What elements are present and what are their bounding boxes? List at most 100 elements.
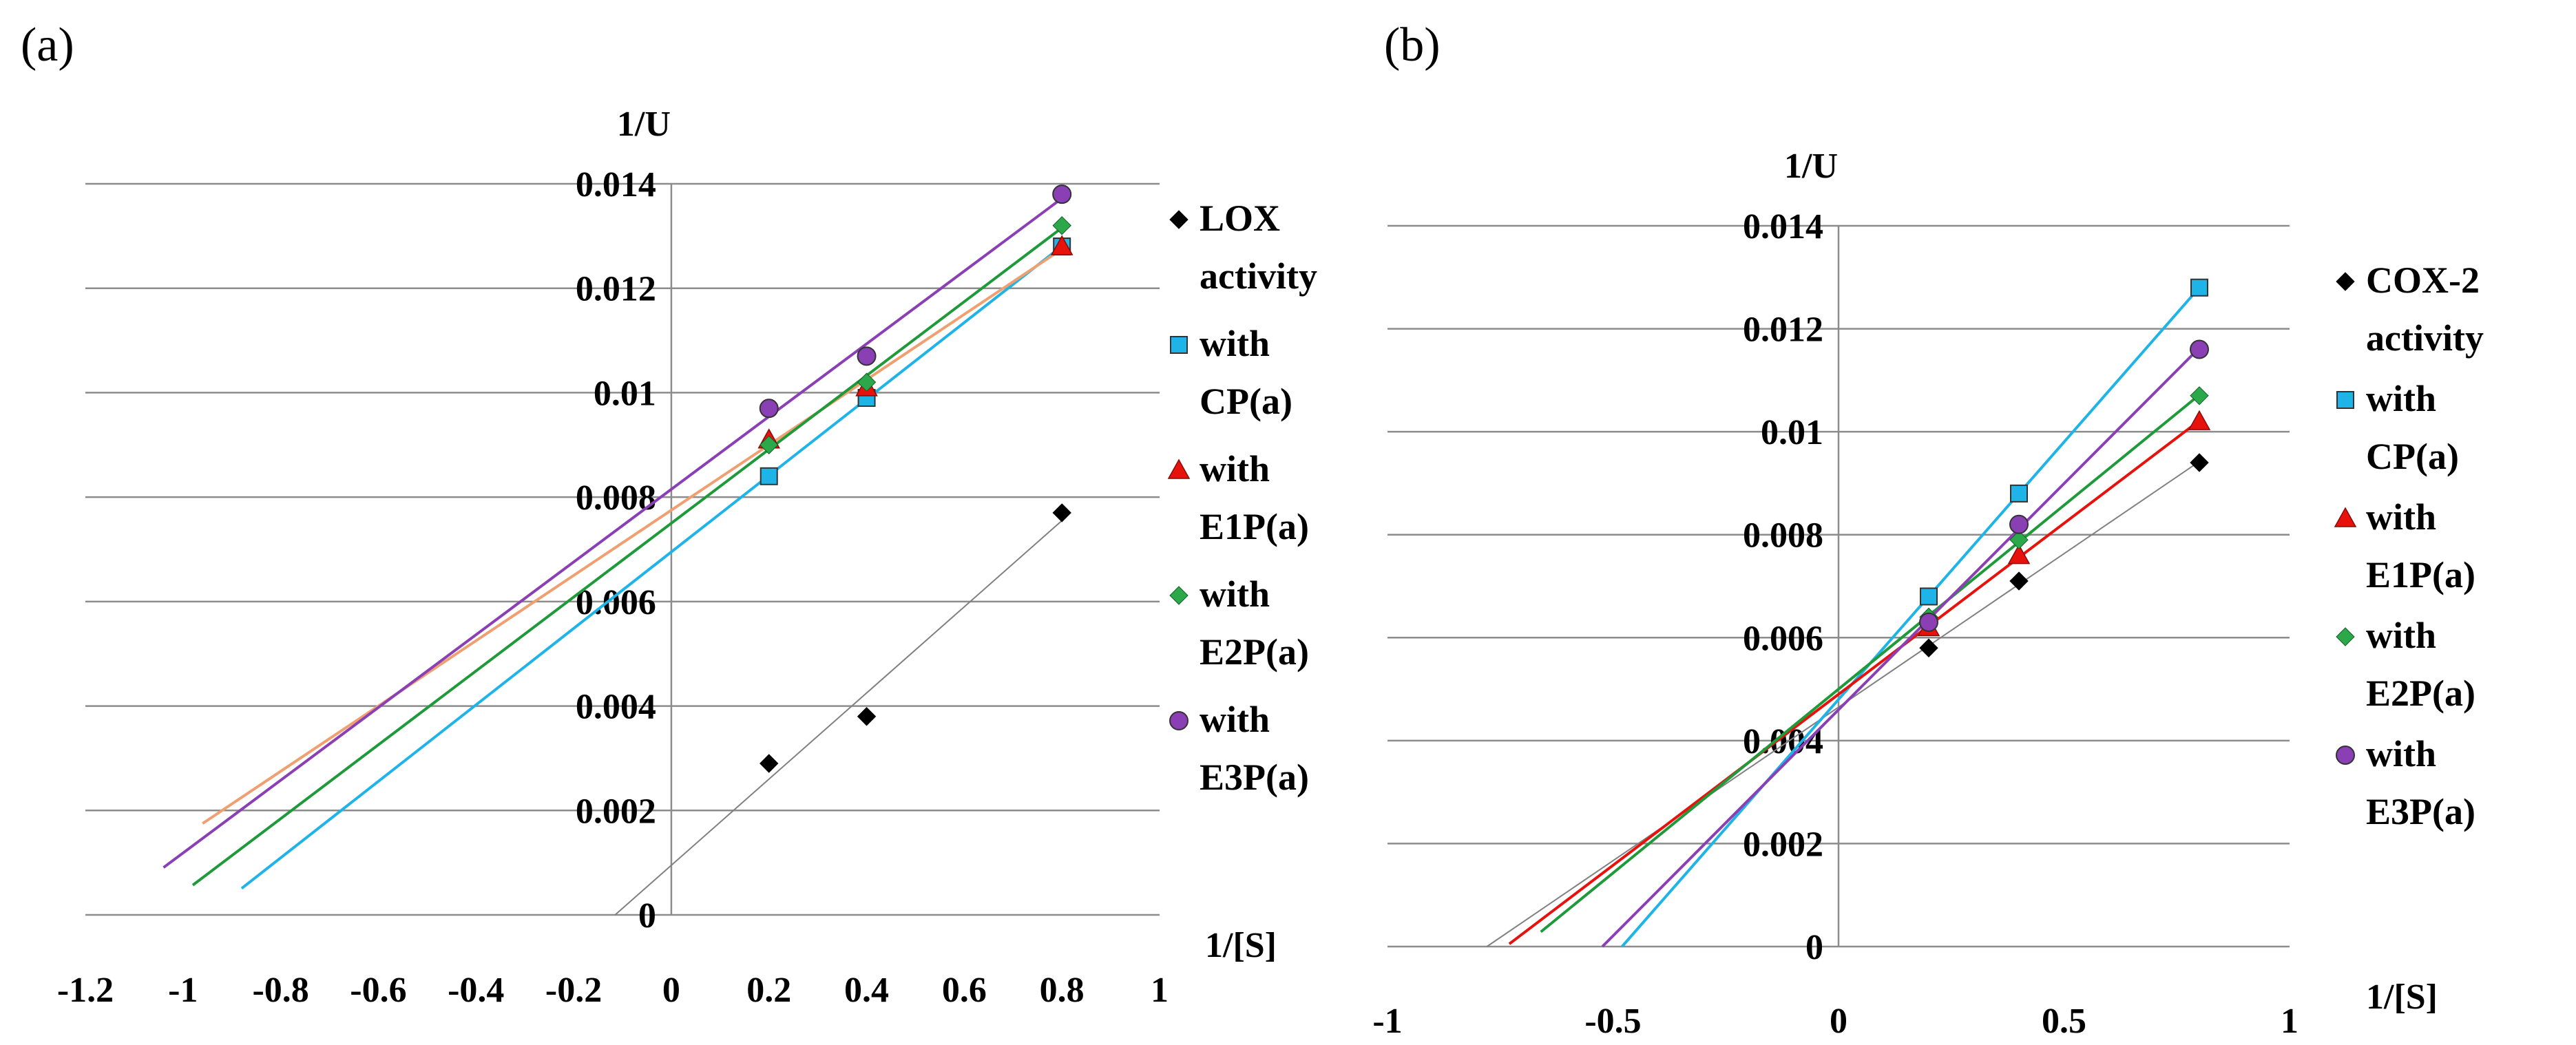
chart-b-point-s1-1 xyxy=(2010,484,2028,503)
chart-a-y-tick-label: 0.014 xyxy=(576,165,656,204)
chart-a-x-axis-title: 1/[S] xyxy=(1205,926,1277,965)
chart-b-point-s1-0 xyxy=(1920,587,1938,606)
chart-a-x-tick-label: -0.6 xyxy=(350,971,406,1010)
chart-a-legend-marker-4 xyxy=(1169,711,1188,730)
chart-b-legend-marker-2 xyxy=(2334,507,2357,527)
chart-b-legend-label-0: activity xyxy=(2366,317,2484,359)
chart-b-legend-label-1: with xyxy=(2366,378,2436,419)
chart-a-y-tick-label: 0.008 xyxy=(576,478,656,518)
chart-a-legend-label-1: CP(a) xyxy=(1200,381,1292,422)
chart-b-point-s3-1 xyxy=(2009,530,2029,549)
chart-b-legend-label-3: with xyxy=(2366,615,2436,656)
chart-b-legend-marker-1 xyxy=(2336,391,2354,409)
chart-b-y-tick-label: 0 xyxy=(1805,928,1823,967)
chart-a: 00.0020.0040.0060.0080.010.0120.014-1.2-… xyxy=(57,105,1317,1010)
chart-a-x-tick-label: -1 xyxy=(168,971,198,1010)
chart-a-point-s3-2 xyxy=(1052,215,1071,235)
chart-a-x-tick-label: -0.4 xyxy=(448,971,504,1010)
chart-b-point-s0-0 xyxy=(1919,638,1938,657)
chart-b-x-tick-label: 0 xyxy=(1830,1002,1847,1041)
chart-a-point-s0-1 xyxy=(857,707,877,726)
chart-a-y-tick-label: 0.012 xyxy=(576,270,656,309)
chart-a-legend-label-4: with xyxy=(1200,699,1270,740)
chart-a-legend-marker-2 xyxy=(1167,458,1191,479)
chart-b-point-s4-2 xyxy=(2190,339,2209,359)
chart-b-y-tick-label: 0.01 xyxy=(1761,413,1823,452)
chart-a-legend-label-3: E2P(a) xyxy=(1200,631,1309,673)
chart-a-legend-label-0: LOX xyxy=(1200,198,1280,239)
chart-a-x-tick-label: -0.8 xyxy=(252,971,308,1010)
chart-b-legend-marker-4 xyxy=(2336,746,2355,765)
chart-b-y-tick-label: 0.006 xyxy=(1743,619,1823,658)
chart-a-x-tick-label: 0 xyxy=(662,971,680,1010)
chart-b-legend-label-4: with xyxy=(2366,733,2436,774)
chart-a-trendline-4 xyxy=(163,197,1063,869)
chart-b-point-s3-2 xyxy=(2190,386,2209,405)
chart-b-point-s0-2 xyxy=(2190,453,2209,472)
chart-b-legend-label-2: E1P(a) xyxy=(2366,554,2475,595)
chart-b-x-tick-label: 0.5 xyxy=(2042,1002,2086,1041)
chart-a-legend-label-2: E1P(a) xyxy=(1200,506,1309,547)
chart-b-trendline-1 xyxy=(1621,286,2201,948)
chart-b-x-tick-label: -1 xyxy=(1372,1002,1402,1041)
chart-b-x-axis-title: 1/[S] xyxy=(2366,978,2438,1017)
chart-a-x-tick-label: 0.6 xyxy=(942,971,987,1010)
chart-b-point-s2-1 xyxy=(2007,544,2031,564)
chart-b-legend-marker-3 xyxy=(2336,627,2355,646)
chart-a-x-tick-label: 0.2 xyxy=(746,971,791,1010)
chart-b-point-s2-2 xyxy=(2188,410,2211,430)
chart-a-legend-label-2: with xyxy=(1200,448,1270,489)
chart-a-legend-label-0: activity xyxy=(1200,255,1317,297)
chart-b-trendline-2 xyxy=(1508,419,2201,945)
panel-label-b: (b) xyxy=(1384,19,1441,72)
chart-a-legend-label-3: with xyxy=(1200,573,1270,615)
chart-a-x-tick-label: 0.4 xyxy=(844,971,889,1010)
chart-b: 0 0.002 0.004 0.006 0.008 0.01 0.012 0.014 -1 -0.… xyxy=(1372,147,2484,1041)
chart-a-legend-marker-3 xyxy=(1169,586,1188,605)
chart-b-legend-label-1: CP(a) xyxy=(2366,436,2459,477)
chart-a-point-s4-2 xyxy=(1052,184,1072,204)
chart-a-legend-label-4: E3P(a) xyxy=(1200,757,1309,798)
chart-b-y-tick-label: 0.002 xyxy=(1743,825,1823,864)
chart-b-trendline-3 xyxy=(1540,394,2201,933)
chart-b-y-tick-label: 0.014 xyxy=(1743,207,1823,246)
chart-a-trendline-3 xyxy=(191,226,1063,887)
chart-b-point-s1-2 xyxy=(2190,278,2208,297)
chart-a-legend-marker-1 xyxy=(1170,336,1188,354)
chart-b-legend-label-3: E2P(a) xyxy=(2366,673,2475,714)
chart-a-x-tick-label: -1.2 xyxy=(57,971,114,1010)
chart-a-x-tick-label: -0.2 xyxy=(545,971,602,1010)
chart-b-y-tick-label: 0.004 xyxy=(1743,722,1823,761)
chart-b-y-axis-title: 1/U xyxy=(1784,147,1838,186)
chart-a-point-s0-0 xyxy=(760,754,779,773)
chart-a-y-axis-title: 1/U xyxy=(617,105,671,144)
chart-b-x-tick-label: -0.5 xyxy=(1584,1002,1641,1041)
chart-a-x-tick-label: 1 xyxy=(1151,971,1169,1010)
chart-a-legend-marker-0 xyxy=(1169,210,1188,229)
chart-a-legend-label-1: with xyxy=(1200,323,1270,364)
chart-a-point-s3-1 xyxy=(857,372,877,392)
chart-a-y-tick-label: 0.004 xyxy=(576,688,656,727)
chart-a-trendline-2 xyxy=(202,248,1063,825)
chart-a-y-tick-label: 0.002 xyxy=(576,792,656,831)
chart-b-legend-marker-0 xyxy=(2336,272,2355,291)
chart-b-point-s4-1 xyxy=(2009,514,2029,534)
panel-label-a: (a) xyxy=(21,19,74,72)
chart-a-trendline-1 xyxy=(240,244,1063,890)
chart-b-y-tick-label: 0.012 xyxy=(1743,310,1823,350)
chart-b-point-s4-0 xyxy=(1919,612,1938,632)
chart-a-point-s1-0 xyxy=(760,467,778,485)
chart-a-point-s2-2 xyxy=(1050,235,1074,255)
chart-a-y-tick-label: 0.01 xyxy=(594,374,656,413)
chart-b-legend-label-2: with xyxy=(2366,496,2436,538)
chart-a-x-tick-label: 0.8 xyxy=(1040,971,1085,1010)
chart-b-x-tick-label: 1 xyxy=(2281,1002,2298,1041)
chart-b-legend-label-4: E3P(a) xyxy=(2366,791,2475,832)
chart-a-y-tick-label: 0 xyxy=(638,896,656,936)
chart-b-y-tick-label: 0.008 xyxy=(1743,516,1823,556)
chart-b-point-s0-1 xyxy=(2009,571,2029,591)
chart-a-point-s4-0 xyxy=(759,399,779,419)
chart-a-point-s0-2 xyxy=(1052,503,1071,522)
chart-b-trendline-4 xyxy=(1601,346,2201,948)
